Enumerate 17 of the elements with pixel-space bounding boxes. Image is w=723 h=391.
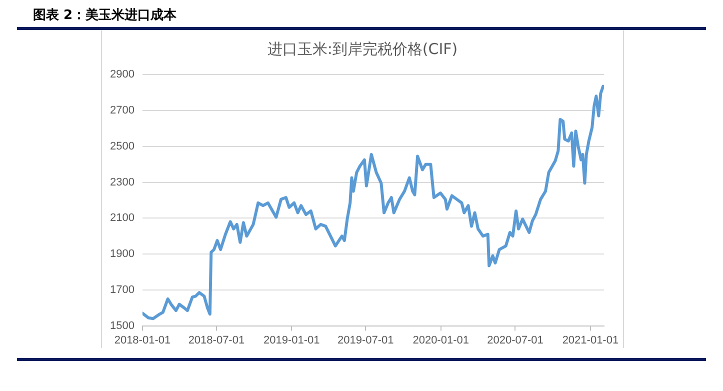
x-tick-label: 2020-01-01 bbox=[412, 334, 469, 346]
y-tick-label: 2500 bbox=[110, 140, 134, 152]
y-tick-label: 2300 bbox=[110, 176, 134, 188]
x-tick-label: 2019-01-01 bbox=[264, 334, 320, 346]
y-tick-label: 1700 bbox=[110, 284, 134, 296]
x-tick-label: 2019-07-01 bbox=[338, 334, 394, 346]
y-tick-label: 2900 bbox=[110, 68, 134, 81]
y-tick-label: 2100 bbox=[110, 212, 134, 224]
x-tick-label: 2018-01-01 bbox=[114, 334, 171, 346]
y-tick-label: 2700 bbox=[110, 104, 134, 117]
x-tick-label: 2020-07-01 bbox=[487, 334, 544, 346]
x-tick-label: 2021-01-01 bbox=[562, 334, 619, 346]
y-tick-label: 1900 bbox=[110, 248, 134, 260]
y-tick-label: 1500 bbox=[110, 320, 134, 332]
chart-title: 图表 2：美玉米进口成本 bbox=[33, 6, 177, 24]
x-tick-label: 2018-07-01 bbox=[188, 334, 245, 346]
chart-subtitle: 进口玉米:到岸完税价格(CIF) bbox=[266, 40, 459, 59]
